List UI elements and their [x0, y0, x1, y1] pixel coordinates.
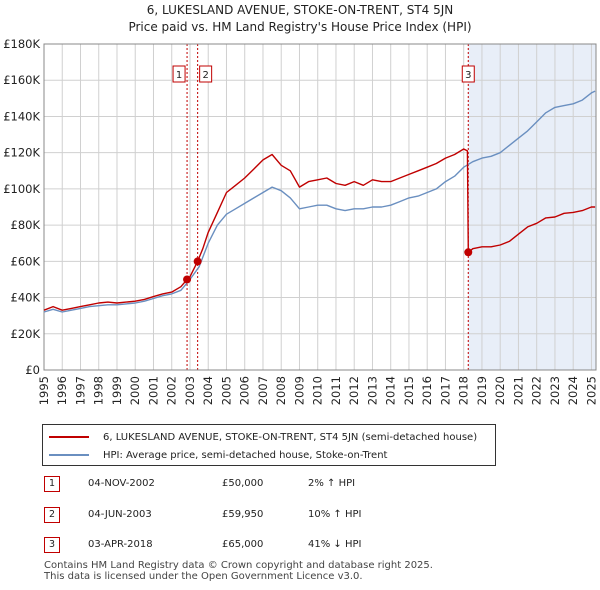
y-tick-label: £100K — [3, 182, 40, 196]
y-tick-label: £120K — [3, 146, 40, 160]
transaction-point-2 — [193, 257, 202, 266]
transaction-date: 03-APR-2018 — [88, 539, 153, 550]
x-tick-label: 2001 — [146, 376, 160, 405]
transaction-price: £50,000 — [222, 478, 264, 489]
x-tick-label: 2022 — [530, 376, 544, 405]
x-tick-label: 2019 — [475, 376, 489, 405]
legend-item-hpi: HPI: Average price, semi-detached house,… — [49, 446, 387, 464]
chart-subtitle: Price paid vs. HM Land Registry's House … — [128, 20, 471, 34]
x-tick-label: 2014 — [384, 376, 398, 405]
transaction-hpi-diff: 2% ↑ HPI — [308, 478, 356, 489]
x-tick-label: 2015 — [402, 376, 416, 405]
transaction-badge-label-2: 2 — [202, 70, 208, 81]
y-tick-label: £80K — [11, 218, 41, 232]
legend: 6, LUKESLAND AVENUE, STOKE-ON-TRENT, ST4… — [42, 424, 496, 466]
legend-swatch-hpi — [49, 454, 89, 456]
legend-swatch-price — [49, 436, 89, 438]
hpi-line — [43, 90, 596, 313]
x-tick-label: 2021 — [511, 376, 525, 405]
x-tick-label: 2011 — [329, 376, 343, 405]
shaded-period — [468, 44, 596, 370]
x-tick-label: 2017 — [438, 376, 452, 405]
transaction-date: 04-NOV-2002 — [88, 478, 155, 489]
x-tick-label: 2020 — [493, 376, 507, 405]
x-tick-label: 2009 — [292, 376, 306, 405]
legend-label-price: 6, LUKESLAND AVENUE, STOKE-ON-TRENT, ST4… — [103, 431, 478, 443]
y-tick-label: £40K — [11, 291, 41, 305]
plot-area: £0 £20K £40K £60K £80K £100K £120K £140K £160K £1… — [3, 37, 598, 405]
transaction-point-1 — [183, 275, 192, 284]
chart: 6, LUKESLAND AVENUE, STOKE-ON-TRENT, ST4… — [3, 3, 598, 405]
transaction-hpi-diff: 41% ↓ HPI — [308, 539, 362, 550]
legend-item-price: 6, LUKESLAND AVENUE, STOKE-ON-TRENT, ST4… — [49, 428, 477, 446]
transaction-number: 2 — [44, 507, 60, 523]
transaction-number: 1 — [44, 476, 60, 492]
transaction-badge-label-1: 1 — [176, 70, 182, 81]
x-tick-label: 2016 — [420, 376, 434, 405]
plot-frame — [43, 43, 597, 371]
x-tick-label: 2004 — [201, 376, 215, 405]
x-tick-label: 1998 — [92, 376, 106, 405]
x-tick-label: 2012 — [347, 376, 361, 405]
transaction-badge-1 — [172, 65, 186, 83]
x-tick-label: 2008 — [274, 376, 288, 405]
x-tick-label: 2007 — [256, 376, 270, 405]
x-tick-label: 1996 — [55, 376, 69, 405]
x-tick-label: 1995 — [37, 376, 51, 405]
y-tick-label: £180K — [3, 37, 40, 51]
y-tick-label: £140K — [3, 109, 40, 123]
x-tick-label: 2002 — [165, 376, 179, 405]
x-tick-label: 1999 — [110, 376, 124, 405]
transaction-point-3 — [464, 248, 473, 257]
y-tick-label: £20K — [11, 327, 41, 341]
chart-title: 6, LUKESLAND AVENUE, STOKE-ON-TRENT, ST4… — [147, 3, 454, 17]
x-tick-label: 2006 — [238, 376, 252, 405]
x-tick-label: 2010 — [311, 376, 325, 405]
transaction-badge-2 — [199, 65, 213, 83]
x-tick-label: 2025 — [584, 376, 598, 405]
x-tick-label: 2005 — [219, 376, 233, 405]
x-tick-label: 2003 — [183, 376, 197, 405]
x-tick-label: 2018 — [457, 376, 471, 405]
footer-license: This data is licensed under the Open Gov… — [44, 571, 363, 582]
price-line — [43, 148, 596, 311]
x-tick-label: 2000 — [128, 376, 142, 405]
transaction-number: 3 — [44, 537, 60, 553]
transaction-badge-3 — [461, 65, 475, 83]
footer: Contains HM Land Registry data © Crown c… — [44, 560, 433, 582]
y-tick-label: £160K — [3, 73, 40, 87]
x-tick-label: 1997 — [73, 376, 87, 405]
y-tick-label: £0 — [25, 363, 40, 377]
transaction-badge-label-3: 3 — [465, 70, 471, 81]
x-tick-label: 2024 — [566, 376, 580, 405]
transaction-price: £59,950 — [222, 509, 264, 520]
y-tick-label: £60K — [11, 254, 41, 268]
x-tick-label: 2023 — [548, 376, 562, 405]
transaction-price: £65,000 — [222, 539, 264, 550]
transaction-date: 04-JUN-2003 — [88, 509, 152, 520]
legend-label-hpi: HPI: Average price, semi-detached house,… — [103, 449, 388, 461]
transaction-hpi-diff: 10% ↑ HPI — [308, 509, 362, 520]
footer-copyright: Contains HM Land Registry data © Crown c… — [44, 560, 433, 571]
x-tick-label: 2013 — [365, 376, 379, 405]
